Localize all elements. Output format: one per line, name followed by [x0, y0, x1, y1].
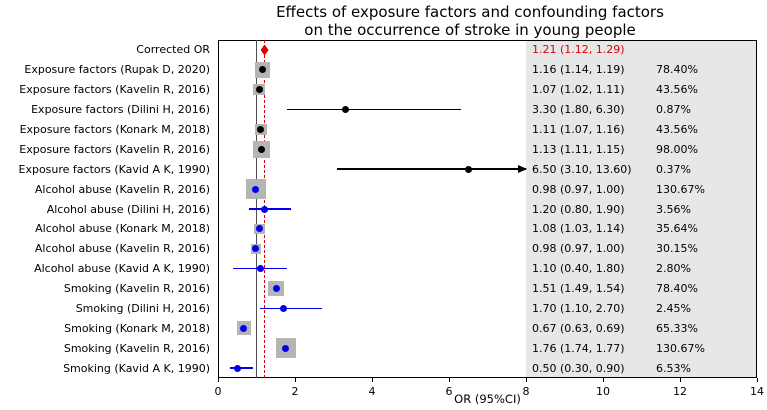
or-ci-value: 1.21 (1.12, 1.29) — [532, 43, 625, 57]
marker-dot — [252, 245, 260, 253]
row-label: Exposure factors (Konark M, 2018) — [19, 122, 210, 136]
weight-value: 65.33% — [656, 321, 698, 335]
x-tick-label: 2 — [291, 385, 299, 398]
or-ci-value: 1.10 (0.40, 1.80) — [532, 262, 625, 276]
chart-title-line2: on the occurrence of stroke in young peo… — [304, 21, 636, 39]
or-ci-value: 1.20 (0.80, 1.90) — [532, 202, 625, 216]
x-tick — [217, 378, 219, 382]
marker-dot — [258, 145, 265, 153]
row-label: Alcohol abuse (Kavelin R, 2016) — [34, 182, 210, 196]
marker-dot — [279, 304, 287, 312]
row-label: Exposure factors (Kavelin R, 2016) — [19, 83, 210, 97]
row-label: Exposure factors (Kavelin R, 2016) — [19, 142, 210, 156]
x-tick-label: 10 — [596, 385, 610, 398]
ci-line — [248, 208, 292, 210]
weight-value: 98.00% — [656, 142, 698, 156]
row-label: Smoking (Kavelin R, 2016) — [63, 341, 210, 355]
or-ci-value: 1.11 (1.07, 1.16) — [532, 122, 625, 136]
row-label: Alcohol abuse (Konark M, 2018) — [35, 222, 210, 236]
row-label: Alcohol abuse (Kavid A K, 1990) — [34, 262, 210, 276]
weight-value: 43.56% — [656, 122, 698, 136]
row-label: Alcohol abuse (Dilini H, 2016) — [46, 202, 210, 216]
ci-line — [229, 367, 253, 369]
weight-value: 3.56% — [656, 202, 691, 216]
x-tick-label: 4 — [368, 385, 376, 398]
x-tick-label: 8 — [522, 385, 530, 398]
x-tick — [756, 378, 758, 382]
marker-dot — [240, 324, 248, 332]
row-label: Corrected OR — [136, 43, 210, 57]
ci-line — [260, 307, 322, 310]
marker-dot — [255, 86, 263, 94]
ci-line — [287, 108, 461, 111]
marker-dot — [257, 125, 265, 133]
or-ci-value: 0.98 (0.97, 1.00) — [532, 182, 625, 196]
weight-value: 2.80% — [656, 262, 691, 276]
x-tick — [371, 378, 373, 382]
weight-value: 43.56% — [656, 83, 698, 97]
weight-value: 35.64% — [656, 222, 698, 236]
weight-value: 78.40% — [656, 282, 698, 296]
ci-arrow-icon — [518, 164, 527, 173]
marker-dot — [256, 265, 264, 273]
or-ci-value: 1.16 (1.14, 1.19) — [532, 63, 625, 77]
or-ci-value: 1.07 (1.02, 1.11) — [532, 83, 625, 97]
weight-value: 130.67% — [656, 341, 705, 355]
marker-dot — [464, 165, 472, 173]
marker-dot — [252, 185, 260, 193]
x-tick — [294, 378, 296, 382]
marker-dot — [260, 205, 268, 213]
or-ci-value: 3.30 (1.80, 6.30) — [532, 103, 625, 117]
row-label: Alcohol abuse (Kavelin R, 2016) — [34, 242, 210, 256]
weight-value: 6.53% — [656, 361, 691, 375]
marker-dot — [341, 106, 349, 114]
row-label: Smoking (Konark M, 2018) — [64, 321, 210, 335]
x-tick — [679, 378, 681, 382]
x-tick-label: 0 — [214, 385, 222, 398]
marker-dot — [272, 285, 280, 293]
row-label: Smoking (Dilini H, 2016) — [75, 301, 210, 315]
x-axis-label: OR (95%CI) — [454, 392, 521, 406]
ci-line — [337, 168, 526, 170]
chart-title: Effects of exposure factors and confound… — [180, 3, 760, 39]
or-ci-value: 1.76 (1.74, 1.77) — [532, 341, 625, 355]
weight-value: 0.37% — [656, 162, 691, 176]
or-ci-value: 0.98 (0.97, 1.00) — [532, 242, 625, 256]
weight-value: 30.15% — [656, 242, 698, 256]
chart-title-line1: Effects of exposure factors and confound… — [276, 3, 664, 21]
or-ci-value: 1.70 (1.10, 2.70) — [532, 301, 625, 315]
x-tick-label: 6 — [445, 385, 453, 398]
marker-dot — [259, 66, 267, 74]
row-label: Smoking (Kavelin R, 2016) — [63, 282, 210, 296]
x-tick — [448, 378, 450, 382]
x-tick — [602, 378, 604, 382]
marker-dot — [282, 344, 290, 352]
or-ci-value: 6.50 (3.10, 13.60) — [532, 162, 632, 176]
x-tick-label: 12 — [673, 385, 687, 398]
weight-value: 0.87% — [656, 103, 691, 117]
marker-dot — [256, 225, 264, 233]
or-ci-value: 0.67 (0.63, 0.69) — [532, 321, 625, 335]
or-ci-value: 0.50 (0.30, 0.90) — [532, 361, 625, 375]
or-ci-value: 1.13 (1.11, 1.15) — [532, 142, 625, 156]
plot-frame — [218, 40, 757, 378]
weight-value: 78.40% — [656, 63, 698, 77]
or-ci-value: 1.08 (1.03, 1.14) — [532, 222, 625, 236]
row-label: Exposure factors (Kavid A K, 1990) — [18, 162, 211, 176]
shade-region — [526, 40, 757, 378]
row-label: Exposure factors (Rupak D, 2020) — [24, 63, 210, 77]
x-tick — [525, 378, 527, 382]
row-label: Exposure factors (Dilini H, 2016) — [31, 103, 210, 117]
row-label: Smoking (Kavid A K, 1990) — [63, 361, 210, 375]
marker-dot — [233, 364, 241, 372]
weight-value: 2.45% — [656, 301, 691, 315]
x-tick-label: 14 — [750, 385, 764, 398]
weight-value: 130.67% — [656, 182, 705, 196]
summary-diamond — [260, 44, 269, 56]
or-ci-value: 1.51 (1.49, 1.54) — [532, 282, 625, 296]
